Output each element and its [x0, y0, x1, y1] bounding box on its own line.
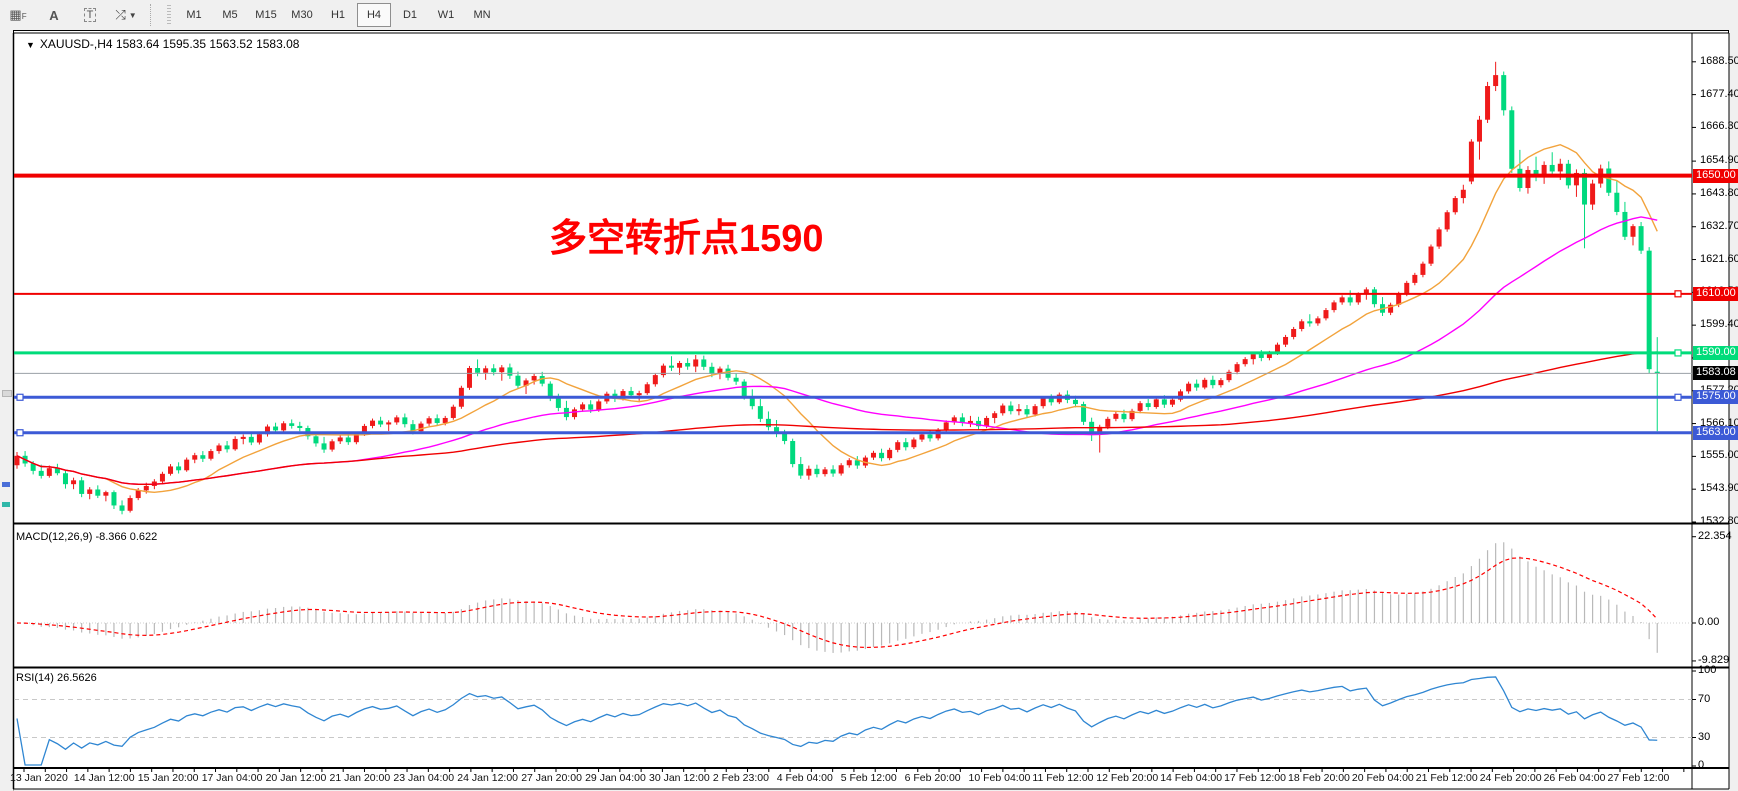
time-axis-label: 26 Feb 04:00	[1543, 772, 1606, 784]
time-axis-label: 18 Feb 20:00	[1288, 772, 1350, 784]
time-axis-label: 24 Jan 12:00	[457, 772, 519, 784]
left-strip-mark	[2, 482, 10, 487]
time-axis-label: 14 Jan 12:00	[73, 772, 135, 784]
price-axis-tick: 1632.70	[1700, 219, 1738, 232]
time-axis-label: 17 Jan 04:00	[201, 772, 263, 784]
toolbar-grip	[167, 5, 171, 25]
level-price-badge: 1575.00	[1693, 390, 1738, 405]
timeframe-button-d1[interactable]: D1	[402, 9, 418, 21]
price-axis-tick: 1688.50	[1700, 54, 1738, 67]
time-axis-label: 20 Jan 12:00	[265, 772, 327, 784]
text-box-button[interactable]: T	[73, 3, 107, 27]
text-label-icon: A	[49, 7, 59, 23]
price-axis-tick: 1566.10	[1700, 416, 1738, 429]
timeframe-button-h4[interactable]: H4	[357, 3, 391, 27]
templates-grid-icon: ▦F	[9, 7, 27, 22]
chart-annotation-text[interactable]: 多空转折点1590	[549, 218, 824, 260]
symbol-dropdown-icon[interactable]: ▼	[26, 40, 35, 50]
time-axis-label: 6 Feb 20:00	[904, 772, 961, 784]
time-axis-label: 17 Feb 12:00	[1224, 772, 1286, 784]
macd-axis-tick: -9.829	[1698, 653, 1730, 666]
time-axis-label: 24 Feb 20:00	[1479, 772, 1542, 784]
rsi-axis-tick: 100	[1698, 664, 1717, 676]
price-axis-tick: 1677.40	[1700, 87, 1738, 100]
time-axis-label: 21 Feb 12:00	[1415, 772, 1478, 784]
chart-toolbar: ▦F A T ⤮ ▼ M1 M5 M15 M30 H1 H4 D1 W1 MN	[0, 0, 1738, 31]
price-axis-tick: 1532.80	[1700, 515, 1738, 527]
time-axis-label: 23 Jan 04:00	[393, 772, 455, 784]
timeframe-button-m30[interactable]: M30	[291, 9, 313, 21]
rsi-axis-tick: 70	[1698, 692, 1711, 705]
rsi-axis-tick: 0	[1698, 759, 1705, 771]
time-axis-label: 15 Jan 20:00	[137, 772, 199, 784]
templates-grid-icon-button[interactable]: ▦F	[1, 3, 35, 27]
time-axis-label: 14 Feb 04:00	[1160, 772, 1223, 784]
macd-axis-tick: 22.354	[1698, 529, 1732, 542]
arrange-arrows-button[interactable]: ⤮ ▼	[109, 3, 143, 27]
timeframe-button-m1[interactable]: M1	[186, 9, 202, 21]
toolbar-separator	[150, 4, 156, 26]
timeframe-button-m5[interactable]: M5	[222, 9, 238, 21]
timeframe-button-m15[interactable]: M15	[255, 9, 277, 21]
level-price-badge: 1650.00	[1693, 168, 1738, 183]
time-axis-label: 21 Jan 20:00	[329, 772, 391, 784]
price-axis-tick: 1654.90	[1700, 154, 1738, 167]
time-axis-label: 12 Feb 20:00	[1096, 772, 1159, 784]
time-axis-label: 20 Feb 04:00	[1351, 772, 1414, 784]
arrange-arrows-icon: ⤮	[115, 7, 126, 22]
time-axis-label: 5 Feb 12:00	[840, 772, 897, 784]
rsi-indicator-label: RSI(14) 26.5626	[16, 672, 97, 684]
chevron-down-icon: ▼	[128, 10, 137, 20]
time-axis-label: 4 Feb 04:00	[776, 772, 833, 784]
timeframe-button-h1[interactable]: H1	[330, 9, 346, 21]
price-axis-tick: 1643.80	[1700, 186, 1738, 199]
timeframe-button-group: M1 M5 M15 M30 H1 H4 D1 W1 MN	[176, 3, 500, 27]
current-price-badge: 1583.08	[1693, 366, 1738, 381]
time-axis-label: 13 Jan 2020	[10, 772, 68, 784]
time-axis-label: 29 Jan 04:00	[585, 772, 646, 784]
price-axis-tick: 1621.60	[1700, 252, 1738, 265]
left-strip-mark	[2, 390, 12, 397]
text-label-button[interactable]: A	[37, 3, 71, 27]
right-margin-strip	[1729, 30, 1738, 791]
price-axis-tick: 1666.30	[1700, 120, 1738, 133]
level-price-badge: 1610.00	[1693, 286, 1738, 301]
timeframe-button-w1[interactable]: W1	[437, 9, 455, 21]
text-box-icon: T	[83, 8, 97, 22]
price-axis-tick: 1555.00	[1700, 449, 1738, 462]
left-strip-mark	[2, 502, 10, 507]
price-axis-tick: 1599.40	[1700, 318, 1738, 331]
level-price-badge: 1563.00	[1693, 425, 1738, 440]
macd-axis-tick: 0.00	[1698, 616, 1720, 628]
level-price-badge: 1590.00	[1693, 345, 1738, 360]
time-axis-label: 27 Feb 12:00	[1607, 772, 1670, 784]
time-axis-label: 2 Feb 23:00	[712, 772, 769, 784]
symbol-ohlc-text: XAUUSD-,H4 1583.64 1595.35 1563.52 1583.…	[39, 37, 300, 51]
price-axis-tick: 1543.90	[1700, 482, 1738, 495]
rsi-axis-tick: 30	[1698, 730, 1711, 743]
timeframe-button-mn[interactable]: MN	[473, 9, 491, 21]
macd-indicator-label: MACD(12,26,9) -8.366 0.622	[16, 531, 158, 543]
time-axis-label: 30 Jan 12:00	[649, 772, 710, 784]
time-axis-label: 27 Jan 20:00	[521, 772, 582, 784]
symbol-ohlc-line[interactable]: ▼ XAUUSD-,H4 1583.64 1595.35 1563.52 1583…	[26, 37, 299, 51]
time-axis-label: 11 Feb 12:00	[1032, 772, 1094, 784]
time-axis-label: 10 Feb 04:00	[968, 772, 1031, 784]
